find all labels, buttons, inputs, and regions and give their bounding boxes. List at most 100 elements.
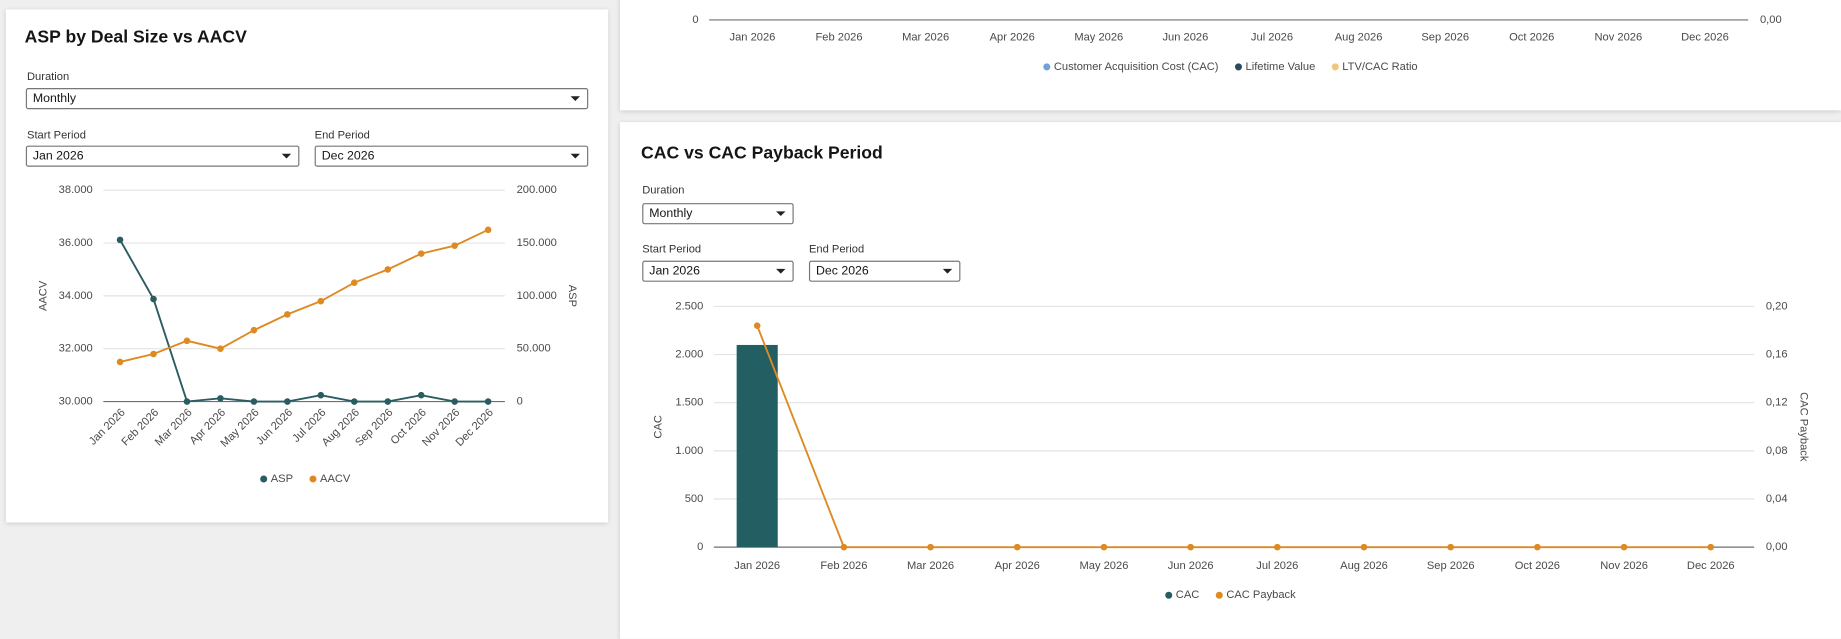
point [317,391,325,399]
legend: ASP AACV [260,473,351,485]
panel-title: CAC vs CAC Payback Period [641,143,883,164]
x-tick-label: Mar 2026 [907,560,954,572]
x-tick-label: Apr 2026 [995,560,1040,572]
legend-marker [260,475,268,483]
point [217,395,224,402]
point [1013,543,1021,551]
y-tick-label: 500 [685,493,704,505]
legend-label: AACV [320,473,351,485]
x-tick-label: Aug 2026 [1335,32,1383,44]
y-tick-label: 2.500 [675,300,703,312]
point [1100,543,1108,551]
y-tick-label: 1.000 [675,445,703,457]
x-tick-label: Jun 2026 [1168,560,1214,572]
y2-tick-label: 0,12 [1766,397,1788,409]
x-tick-label: Oct 2026 [1509,32,1554,44]
dropdown[interactable]: Monthly [25,88,589,110]
point [284,398,291,405]
y-tick-label: 32.000 [59,343,93,355]
legend-label: LTV/CAC Ratio [1342,61,1417,73]
point [1187,543,1194,551]
x-tick-label: Dec 2026 [1687,560,1735,572]
point [116,236,124,244]
point [317,297,325,305]
x-tick-label: Jul 2026 [1256,560,1298,572]
point [250,398,258,405]
control-label: End Period [314,129,370,143]
legend-label: ASP [271,473,293,485]
dropdown[interactable]: Jan 2026 [25,145,300,167]
point [484,398,492,405]
point [150,350,157,358]
point [753,322,761,329]
legend-marker [1165,591,1173,599]
line [119,228,489,363]
dropdown[interactable]: Dec 2026 [808,260,961,282]
point [417,391,425,399]
x-tick-label: Mar 2026 [902,32,949,44]
x-tick-label: Jun 2026 [1162,32,1208,44]
y-axis-title: AACV [37,280,49,311]
dropdown[interactable]: Monthly [642,203,794,225]
point [1274,543,1281,551]
control-label: Duration [27,70,70,84]
y2-tick-label: 200.000 [517,184,557,196]
dropdown[interactable]: Dec 2026 [314,145,589,167]
control-label: Start Period [642,243,702,256]
x-tick-label: Sep 2026 [1421,32,1469,44]
point [350,398,358,405]
x-tick-label: May 2026 [1079,560,1128,572]
legend-label: CAC Payback [1226,589,1296,601]
legend-label: CAC [1176,589,1200,601]
y-tick-label: 38.000 [59,184,93,196]
x-tick-label: Mar 2026 [153,407,195,449]
dropdown[interactable]: Jan 2026 [642,260,794,282]
point [927,543,934,551]
x-tick-label: Apr 2026 [990,32,1035,44]
y-tick-label: 0 [697,541,703,553]
point [384,398,392,405]
point [183,337,191,345]
point [183,398,191,405]
point [1360,543,1368,551]
y-tick-label: 34.000 [59,290,93,302]
panel [619,122,1841,639]
y2-tick-label: 0,00 [1766,541,1788,553]
legend-marker [1215,591,1223,599]
legend: Customer Acquisition Cost (CAC) Lifetime … [1043,61,1418,73]
legend-marker [1331,63,1339,71]
y-tick-label: 36.000 [59,237,93,249]
x-tick-label: Oct 2026 [1515,560,1560,572]
y-tick-label: 1.500 [675,397,703,409]
point [217,345,224,352]
control-label: Start Period [27,129,86,143]
point [284,311,291,318]
bar [736,344,778,548]
x-tick-label: Dec 2026 [1681,32,1729,44]
point [116,358,124,366]
x-tick-label: May 2026 [1074,32,1123,44]
x-tick-label: Nov 2026 [1600,560,1648,572]
x-tick-label: Aug 2026 [1340,560,1388,572]
x-tick-label: Feb 2026 [820,560,867,572]
y2-tick-label: 0,16 [1766,349,1788,361]
legend-label: Lifetime Value [1246,61,1316,73]
line [119,239,489,403]
point [840,543,848,551]
x-tick-label: Feb 2026 [816,32,863,44]
y2-axis-title: CAC Payback [1797,392,1809,462]
line [756,325,1711,549]
y2-tick-label: 0,04 [1766,493,1788,505]
x-tick-label: Jul 2026 [1251,32,1293,44]
y-axis-title: CAC [653,415,665,439]
point [417,250,425,257]
point [250,326,258,334]
y2-tick-label: 0 [517,395,523,407]
legend-marker [1043,63,1051,71]
y2-tick-label: 0,08 [1766,445,1788,457]
point [1620,543,1628,551]
point [1447,543,1454,551]
